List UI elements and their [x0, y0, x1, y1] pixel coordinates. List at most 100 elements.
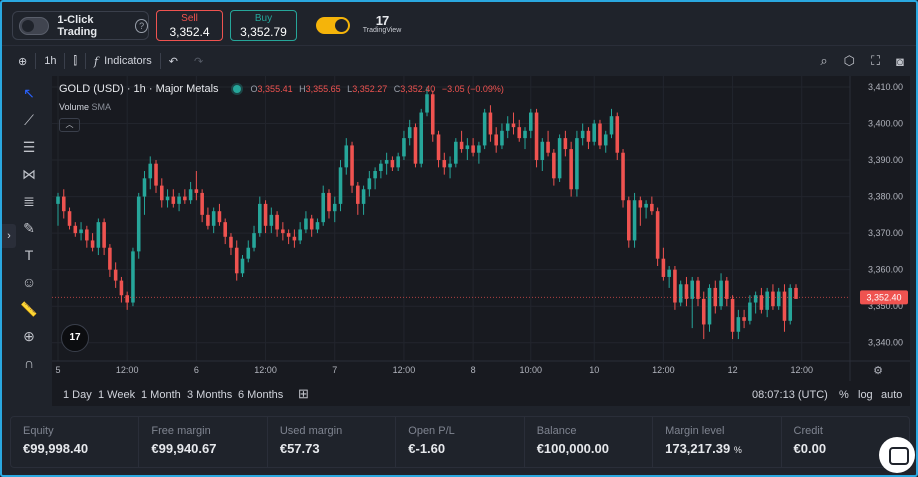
fullscreen-icon[interactable]: ⛶	[871, 53, 881, 68]
quick-search-icon[interactable]: ⌕	[820, 53, 828, 68]
sell-label: Sell	[181, 13, 198, 24]
text-icon[interactable]: T	[24, 247, 34, 263]
chart-pane[interactable]: 3,340.00 3,350.00 3,360.00 3,370.00 3,380.00…	[52, 76, 910, 406]
credit-cell: Credit €0.00	[782, 417, 909, 467]
magnet-icon[interactable]: ∩	[23, 355, 35, 371]
candle-body	[667, 269, 671, 277]
y-tick-label: 3,360.00	[868, 265, 903, 275]
candle-body	[598, 123, 602, 146]
candle-body	[252, 233, 256, 248]
equity-value: €99,998.40	[23, 441, 89, 456]
candle-body	[119, 280, 124, 296]
one-click-trading-toggle[interactable]: 1-Click Trading ?	[12, 11, 149, 40]
price-chart[interactable]: 3,340.00 3,350.00 3,360.00 3,370.00 3,380.00…	[52, 76, 910, 386]
candle-body	[61, 196, 66, 212]
undo-button[interactable]: ↶	[161, 48, 186, 74]
range-3-months[interactable]: 3 Months	[187, 389, 233, 401]
candle-body	[413, 127, 418, 164]
candle-body	[684, 284, 689, 299]
settings-icon[interactable]: ⬡	[843, 53, 856, 68]
screenshot-icon[interactable]: ◙	[896, 53, 904, 69]
range-1-month[interactable]: 1 Month	[141, 389, 181, 401]
candle-body	[425, 94, 429, 113]
theme-toggle[interactable]	[316, 17, 350, 34]
used-margin-value: €57.73	[279, 441, 320, 456]
chart-type-button[interactable]: ⫿	[65, 48, 85, 74]
candle-body	[263, 203, 268, 226]
auto-scale-toggle[interactable]: auto	[881, 389, 903, 401]
candle-body	[136, 196, 141, 252]
candle-body	[315, 222, 320, 230]
close-value: 3,352.40	[400, 84, 436, 94]
redo-icon: ↷	[194, 55, 204, 68]
candle-body	[725, 280, 729, 299]
expand-toolbar-chevron-icon[interactable]: ›	[2, 224, 16, 248]
candle-body	[171, 196, 176, 204]
volume-label: Volume	[59, 102, 90, 112]
volume-legend[interactable]: Volume SMA	[59, 102, 111, 112]
range-6-months[interactable]: 6 Months	[238, 389, 284, 401]
fib-icon[interactable]: ≣	[23, 193, 35, 209]
sell-button[interactable]: Sell 3,352.4	[156, 10, 223, 41]
open-pl-cell: Open P/L €-1.60	[396, 417, 525, 467]
axis-settings-icon[interactable]: ⚙	[873, 365, 883, 377]
candle-body	[661, 258, 666, 277]
redo-button[interactable]: ↷	[186, 48, 211, 74]
candle-body	[131, 251, 135, 303]
x-tick-label: 12:00	[791, 365, 814, 375]
credit-value: €0.00	[793, 441, 827, 456]
symbol-title[interactable]: GOLD (USD) · 1h · Major Metals	[59, 83, 219, 95]
candle-body	[367, 178, 372, 190]
y-tick-label: 3,400.00	[868, 119, 903, 129]
candle-body	[678, 284, 683, 303]
brush-icon[interactable]: ✎	[23, 220, 35, 236]
open-pl-label: Open P/L	[408, 425, 455, 437]
go-to-date-icon[interactable]: ⊞	[298, 386, 309, 401]
candle-body	[782, 291, 787, 321]
candle-body	[229, 236, 233, 248]
buy-button[interactable]: Buy 3,352.79	[230, 10, 297, 41]
indicators-button[interactable]: f Indicators	[86, 48, 160, 74]
candle-body	[286, 233, 291, 237]
toolbar-divider	[35, 53, 37, 69]
chat-icon[interactable]	[879, 437, 915, 473]
candle-body	[557, 138, 562, 179]
candle-body	[771, 291, 775, 307]
tradingview-badge-icon[interactable]: 17	[61, 324, 89, 352]
horizontal-lines-icon[interactable]: ☰	[22, 139, 36, 155]
candle-body	[609, 116, 614, 135]
range-bar: 1 Day 1 Week 1 Month 3 Months 6 Months ⊞…	[52, 386, 910, 406]
add-symbol-button[interactable]: ⊕	[10, 48, 35, 74]
range-1-week[interactable]: 1 Week	[98, 389, 136, 401]
free-margin-value: €99,940.67	[151, 441, 217, 456]
candle-body	[240, 258, 245, 274]
candle-body	[575, 138, 579, 190]
toggle-switch[interactable]	[19, 16, 50, 35]
trend-line-icon[interactable]: ⟋	[24, 112, 34, 128]
pattern-icon[interactable]: ⋈	[22, 166, 36, 182]
candle-body	[159, 185, 164, 201]
zoom-in-icon[interactable]: ⊕	[23, 328, 35, 344]
candle-body	[292, 236, 297, 241]
emoji-icon[interactable]: ☺	[21, 274, 37, 290]
ruler-icon[interactable]: 📏	[20, 301, 38, 317]
candle-body	[632, 200, 637, 241]
x-tick-label: 8	[471, 365, 476, 375]
help-icon[interactable]: ?	[135, 18, 148, 33]
cursor-icon[interactable]: ↖	[23, 85, 35, 101]
range-1-day[interactable]: 1 Day	[63, 389, 92, 401]
candle-body	[540, 141, 545, 161]
candle-body	[419, 112, 424, 164]
volume-ma-label: SMA	[91, 102, 112, 112]
log-scale-toggle[interactable]: log	[858, 389, 873, 401]
open-pl-value: €-1.60	[408, 441, 446, 456]
collapse-legend-chevron-icon[interactable]: ︿	[59, 118, 80, 132]
candle-body	[592, 123, 596, 142]
candle-body	[759, 295, 764, 310]
percent-scale-toggle[interactable]: %	[839, 389, 849, 401]
utc-clock[interactable]: 08:07:13 (UTC)	[752, 389, 828, 401]
candle-body	[85, 229, 89, 241]
x-tick-label: 7	[332, 365, 337, 375]
interval-button[interactable]: 1h	[44, 55, 57, 67]
margin-level-label: Margin level	[665, 425, 725, 437]
